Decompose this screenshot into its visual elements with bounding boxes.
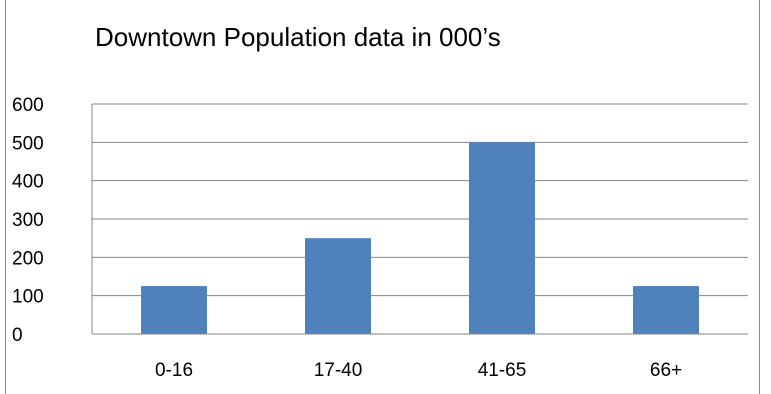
y-tick-label: 100 [12, 287, 44, 308]
chart-title: Downtown Population data in 000’s [95, 22, 501, 52]
x-tick-label: 41-65 [478, 360, 527, 381]
y-tick-label: 0 [12, 325, 23, 346]
bar [305, 238, 371, 334]
x-tick-label: 0-16 [155, 360, 193, 381]
x-tick-label: 66+ [650, 360, 682, 381]
bar [633, 286, 699, 334]
chart-frame [5, 0, 760, 394]
y-tick-label: 200 [12, 248, 44, 269]
bar [469, 142, 535, 334]
y-tick-label: 300 [12, 210, 44, 231]
y-tick-label: 400 [12, 172, 44, 193]
x-tick-label: 17-40 [314, 360, 363, 381]
y-tick-label: 500 [12, 133, 44, 154]
bar [141, 286, 207, 334]
y-tick-label: 600 [12, 95, 44, 116]
